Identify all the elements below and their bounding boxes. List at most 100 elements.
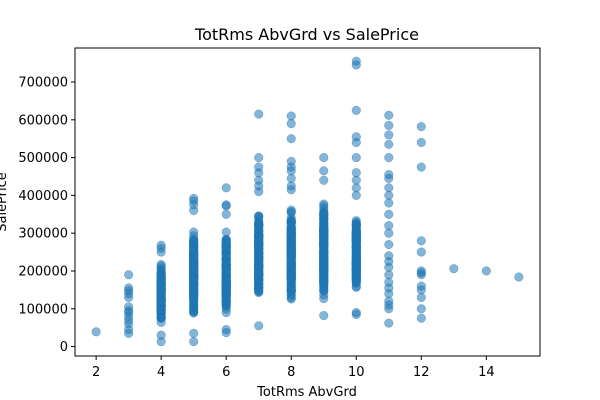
x-axis-label: TotRms AbvGrd <box>256 385 357 400</box>
data-point <box>319 285 329 295</box>
data-point <box>351 56 361 66</box>
data-point <box>254 153 264 163</box>
y-axis-ticks: 0 100000 200000 300000 400000 500000 600000 700… <box>18 76 75 355</box>
data-point <box>254 219 264 230</box>
data-point <box>319 153 329 163</box>
data-point <box>384 130 394 140</box>
data-point <box>189 244 199 254</box>
y-tick-label: 100000 <box>18 302 68 317</box>
data-point <box>384 296 394 306</box>
data-point <box>416 247 426 257</box>
x-tick-label: 12 <box>413 365 430 380</box>
data-point <box>416 266 426 276</box>
data-point <box>254 109 264 119</box>
data-point <box>416 162 426 172</box>
data-point <box>189 337 199 347</box>
data-point <box>384 153 394 163</box>
data-point <box>124 270 134 280</box>
data-point <box>156 240 166 250</box>
data-point <box>254 238 264 248</box>
data-point <box>351 250 361 261</box>
data-point <box>221 183 231 193</box>
data-point <box>449 264 459 274</box>
data-point <box>384 170 394 180</box>
chart-title: TotRms AbvGrd vs SalePrice <box>194 25 419 44</box>
data-point <box>351 132 361 142</box>
y-tick-label: 200000 <box>18 264 68 279</box>
data-point <box>384 277 394 287</box>
data-point <box>351 175 361 185</box>
x-tick-label: 14 <box>478 365 495 380</box>
x-tick-label: 8 <box>287 365 295 380</box>
data-point <box>319 166 329 176</box>
x-tick-label: 4 <box>157 365 165 380</box>
data-point <box>351 190 361 200</box>
y-axis-label: SalePrice <box>0 172 10 232</box>
data-point <box>286 111 296 121</box>
data-point <box>351 168 361 178</box>
data-point <box>91 327 101 337</box>
data-point <box>514 272 524 282</box>
data-point <box>384 221 394 231</box>
data-point <box>416 122 426 132</box>
data-point <box>221 325 231 335</box>
data-point <box>384 120 394 131</box>
data-point <box>384 239 394 250</box>
data-point <box>351 268 361 278</box>
data-point <box>351 153 361 163</box>
data-point <box>156 330 166 340</box>
data-point <box>319 311 329 321</box>
data-point <box>124 283 134 293</box>
data-point <box>156 301 166 311</box>
x-tick-label: 10 <box>348 365 365 380</box>
data-point <box>156 261 166 271</box>
data-point <box>416 313 426 323</box>
x-tick-label: 6 <box>222 365 230 380</box>
data-point <box>286 156 296 166</box>
y-tick-label: 400000 <box>18 189 68 204</box>
data-point <box>351 227 361 237</box>
data-point <box>384 139 394 149</box>
data-point <box>286 247 296 257</box>
data-point <box>189 278 199 288</box>
data-point <box>384 251 394 261</box>
data-point <box>221 209 231 219</box>
data-point <box>384 183 394 193</box>
data-point <box>481 266 491 276</box>
data-point <box>319 229 329 239</box>
y-tick-label: 0 <box>60 340 68 355</box>
data-point <box>416 304 426 314</box>
data-point <box>254 162 264 172</box>
data-point <box>416 236 426 246</box>
x-axis-ticks: 2 4 6 8 10 12 14 <box>92 356 495 380</box>
data-point <box>384 209 394 219</box>
data-point <box>254 175 264 185</box>
data-point <box>156 269 166 279</box>
data-point <box>351 242 361 252</box>
data-point <box>189 193 199 203</box>
data-point <box>221 283 231 293</box>
data-point <box>319 210 329 220</box>
data-point <box>416 281 426 291</box>
data-point <box>189 255 199 265</box>
data-point <box>286 284 296 295</box>
data-point <box>319 269 329 279</box>
data-point <box>351 276 361 286</box>
data-point <box>319 241 329 251</box>
data-point <box>221 260 231 270</box>
y-tick-label: 300000 <box>18 227 68 242</box>
data-point <box>221 200 231 210</box>
data-point <box>384 190 394 200</box>
data-point <box>254 272 264 282</box>
data-point <box>416 137 426 148</box>
data-point <box>384 270 394 280</box>
data-point <box>286 274 296 284</box>
data-point <box>124 302 134 312</box>
data-point <box>384 110 394 120</box>
data-point <box>286 239 296 250</box>
data-point <box>254 283 264 293</box>
data-point <box>384 318 394 328</box>
data-point <box>221 234 231 244</box>
data-point <box>286 261 296 271</box>
